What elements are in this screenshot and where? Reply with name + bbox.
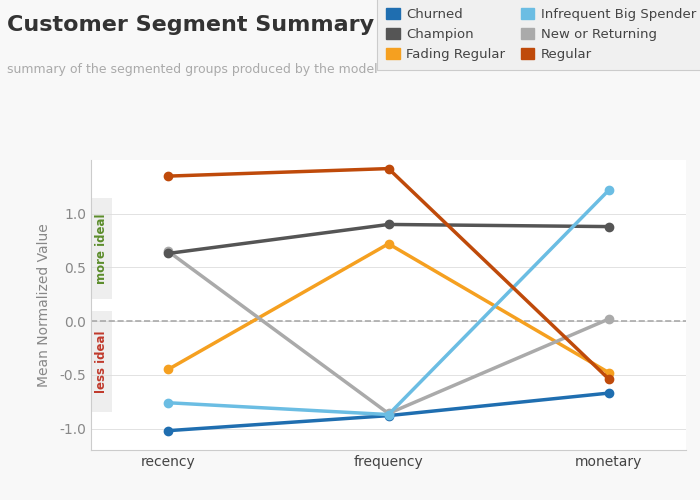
New or Returning [164,248,172,254]
Regular [164,173,172,179]
Churned [384,412,393,418]
Text: less ideal: less ideal [95,330,108,393]
Champion [384,222,393,228]
Churned [164,428,172,434]
FancyBboxPatch shape [91,198,112,299]
Regular [605,376,613,382]
Y-axis label: Mean Normalized Value: Mean Normalized Value [37,223,51,387]
Line: Infrequent Big Spender: Infrequent Big Spender [164,186,613,418]
Line: Fading Regular: Fading Regular [164,240,613,377]
Regular [384,166,393,172]
Fading Regular [164,366,172,372]
Line: Regular: Regular [164,164,613,384]
Fading Regular [384,241,393,247]
Line: Churned: Churned [164,389,613,435]
Fading Regular [605,370,613,376]
New or Returning [384,410,393,416]
Infrequent Big Spender [164,400,172,406]
Champion [164,250,172,256]
Text: summary of the segmented groups produced by the model: summary of the segmented groups produced… [7,62,377,76]
Line: Champion: Champion [164,220,613,258]
Legend: Churned, Champion, Fading Regular, Infrequent Big Spender, New or Returning, Reg: Churned, Champion, Fading Regular, Infre… [377,0,700,70]
Text: Customer Segment Summary: Customer Segment Summary [7,15,374,35]
New or Returning [605,316,613,322]
Text: more ideal: more ideal [95,213,108,284]
Champion [605,224,613,230]
Line: New or Returning: New or Returning [164,247,613,418]
Infrequent Big Spender [384,412,393,418]
Infrequent Big Spender [605,187,613,193]
Churned [605,390,613,396]
FancyBboxPatch shape [91,311,112,412]
